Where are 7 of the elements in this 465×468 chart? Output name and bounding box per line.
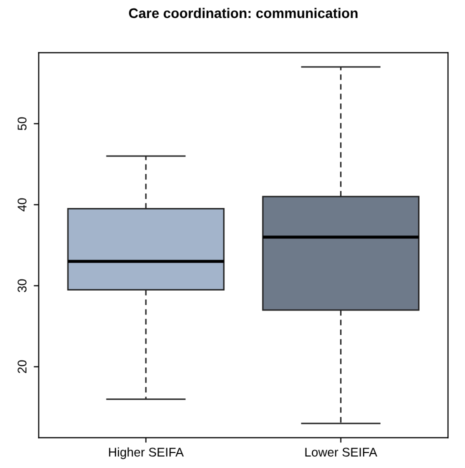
x-tick-label: Higher SEIFA	[109, 447, 184, 460]
chart-title: Care coordination: communication	[128, 8, 358, 18]
y-tick-label: 50	[18, 117, 27, 130]
y-tick-label: 20	[18, 360, 27, 374]
y-tick-label: 30	[18, 279, 27, 292]
x-tick-label: Lower SEIFA	[305, 448, 378, 457]
y-tick-label: 40	[18, 198, 27, 212]
